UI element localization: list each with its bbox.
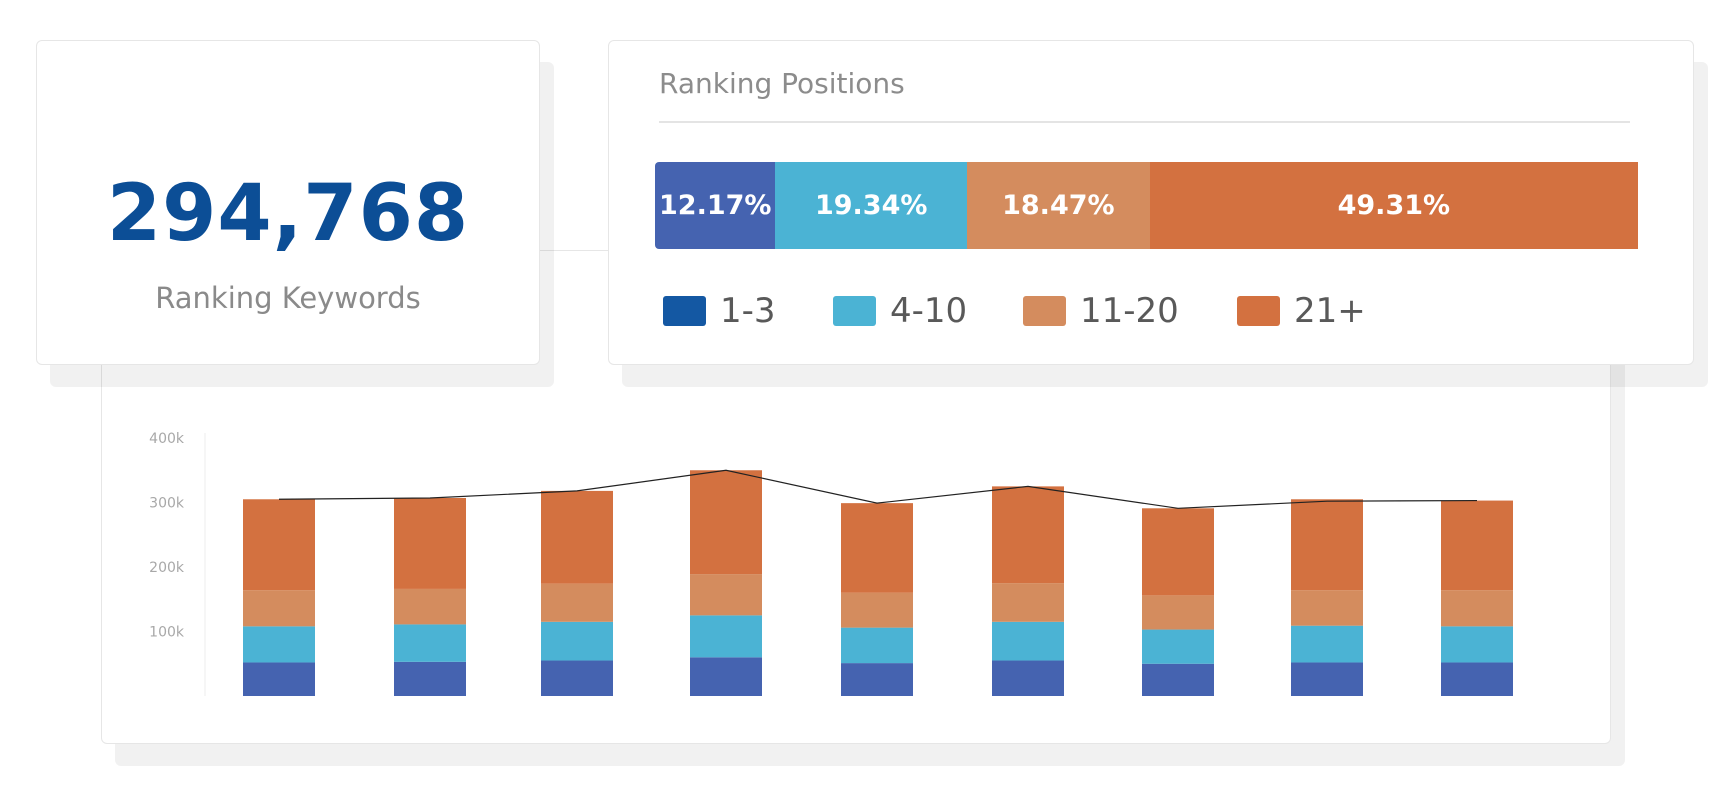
bar-segment [243, 662, 315, 696]
bar-segment [1291, 499, 1363, 591]
bar-segment [1142, 663, 1214, 696]
ranking-keywords-card: 294,768 Ranking Keywords [36, 40, 540, 365]
bar-segment [541, 583, 613, 622]
bar-segment [841, 663, 913, 696]
bar-segment [243, 626, 315, 663]
bar-segment [1142, 629, 1214, 664]
bar-segment [841, 592, 913, 628]
segment-1-3: 12.17% [655, 162, 776, 249]
bar-segment [690, 615, 762, 658]
bar-segment [394, 588, 466, 625]
bar-segment [841, 627, 913, 664]
bar-segment [992, 621, 1064, 661]
segment-4-10: 19.34% [775, 162, 967, 249]
legend-item-21-plus: 21+ [1237, 291, 1366, 331]
bar-segment [541, 621, 613, 661]
stacked-bar-chart: 100k 200k 300k 400k [149, 431, 1513, 696]
bar-segment [1291, 662, 1363, 696]
ranking-positions-title: Ranking Positions [659, 67, 905, 100]
bar-segment [1142, 595, 1214, 630]
legend-item-11-20: 11-20 [1023, 291, 1179, 331]
legend-swatch [833, 296, 876, 326]
bar-segment [394, 497, 466, 589]
legend-swatch [1023, 296, 1066, 326]
bar-segment [1291, 625, 1363, 663]
y-tick-label: 300k [149, 496, 185, 512]
ranking-positions-card: Ranking Positions 12.17% 19.34% 18.47% 4… [608, 40, 1694, 365]
legend-swatch [663, 296, 706, 326]
bar-segment [394, 624, 466, 662]
bar-segment [992, 486, 1064, 584]
bar-segment [1441, 626, 1513, 663]
bar-segment [541, 490, 613, 584]
bar-segment [1441, 590, 1513, 627]
bar-segment [690, 574, 762, 616]
position-distribution-bar: 12.17% 19.34% 18.47% 49.31% [655, 162, 1645, 249]
bar-segment [1142, 508, 1214, 596]
bar-segment [243, 499, 315, 591]
bar-segment [992, 583, 1064, 622]
bar-segment [690, 470, 762, 575]
bar-segment [541, 660, 613, 696]
segment-21-plus: 49.31% [1149, 162, 1638, 249]
bar-segment [1441, 662, 1513, 696]
bar-segment [394, 661, 466, 696]
bar-segment [841, 503, 913, 593]
bar-segment [690, 657, 762, 696]
total-trend-line [278, 469, 1478, 509]
segment-11-20: 18.47% [966, 162, 1150, 249]
y-tick-label: 400k [149, 431, 185, 447]
bar-segment [1291, 590, 1363, 626]
title-divider [659, 121, 1630, 123]
legend-item-4-10: 4-10 [833, 291, 967, 331]
y-tick-label: 200k [149, 560, 185, 576]
ranking-keywords-count: 294,768 [106, 169, 470, 259]
ranking-keywords-label: Ranking Keywords [155, 281, 421, 315]
legend-swatch [1237, 296, 1280, 326]
bar-segment [1441, 500, 1513, 591]
bar-segment [992, 660, 1064, 696]
legend-item-1-3: 1-3 [663, 291, 776, 331]
y-tick-label: 100k [149, 625, 185, 641]
bar-segment [243, 590, 315, 627]
